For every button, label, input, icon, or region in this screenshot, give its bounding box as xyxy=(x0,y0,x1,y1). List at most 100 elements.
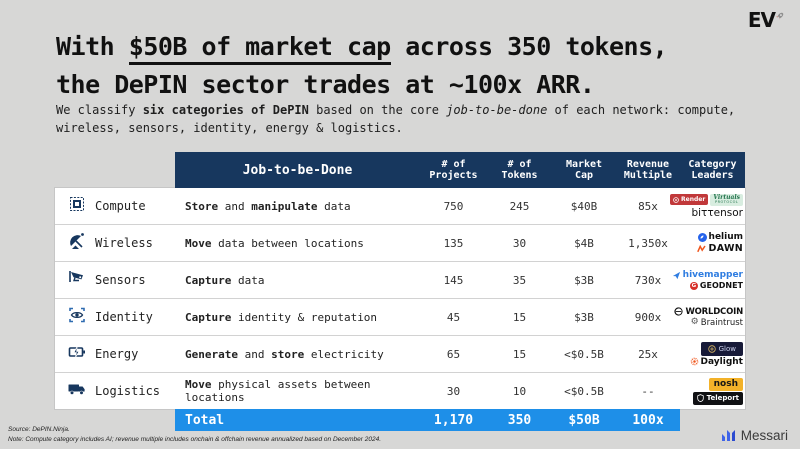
total-multiple: 100x xyxy=(632,412,664,428)
market-cap-value: <$0.5B xyxy=(564,384,604,398)
total-projects: 1,170 xyxy=(433,412,474,428)
tokens-count: 15 xyxy=(512,347,527,361)
market-cap-value: $40B xyxy=(570,199,598,213)
category-label: Sensors xyxy=(95,273,146,287)
messari-logo-text: Messari xyxy=(740,428,788,443)
hivemapper-icon xyxy=(672,271,680,279)
revenue-multiple-value: -- xyxy=(641,384,655,398)
ev-logo-text: EV xyxy=(747,8,776,32)
job-description: Store and manipulate data xyxy=(185,199,351,213)
category-label: Compute xyxy=(95,199,146,213)
category-leaders-cell: nosh Teleport xyxy=(680,377,745,405)
cpu-icon xyxy=(67,194,87,218)
title-part: across 350 tokens, xyxy=(390,32,668,61)
render-logo: Render xyxy=(670,194,709,205)
category-leaders-cell: Glow Daylight xyxy=(680,341,745,367)
revenue-multiple-value: 85x xyxy=(638,199,658,213)
table-row-compute: Compute Store and manipulate data 750 24… xyxy=(55,188,745,225)
table-row-sensors: Sensors Capture data 145 35 $3B 730x hiv… xyxy=(55,262,745,299)
category-leaders-cell: Render Virtuals PROTOCOL biττensor xyxy=(670,193,745,219)
braintrust-logo: ⚙ Braintrust xyxy=(690,317,743,328)
daylight-logo: Daylight xyxy=(690,357,743,367)
job-description: Move data between locations xyxy=(185,236,364,250)
cctv-camera-icon xyxy=(67,268,87,292)
col-header-job: Job-to-be-Done xyxy=(242,162,353,178)
category-leaders-cell: hivemapper G GEODNET xyxy=(672,270,745,290)
subtitle-part: of each network: compute, wireless, sens… xyxy=(56,103,736,135)
depin-categories-table: Job-to-be-Done # of Projects # of Tokens… xyxy=(55,152,745,431)
table-row-logistics: Logistics Move physical assets between l… xyxy=(55,373,745,409)
category-leaders-cell: helium DAWN xyxy=(680,232,745,254)
eye-scan-icon xyxy=(67,305,87,329)
market-cap-value: $3B xyxy=(574,310,594,324)
subtitle-part: We classify xyxy=(56,103,143,117)
truck-icon xyxy=(67,379,87,403)
teleport-shield-icon xyxy=(696,394,704,402)
helium-logo: helium xyxy=(697,232,743,242)
job-description: Capture identity & reputation xyxy=(185,310,378,324)
table-body: Compute Store and manipulate data 750 24… xyxy=(55,188,745,409)
dawn-icon xyxy=(696,244,706,252)
geodnet-icon: G xyxy=(689,281,698,290)
header-spacer xyxy=(55,152,175,188)
footnote-source: Source: DePIN.Ninja. xyxy=(8,425,70,433)
braintrust-icon: ⚙ xyxy=(690,317,699,327)
category-label: Energy xyxy=(95,347,139,361)
col-header-market-cap: Market Cap xyxy=(565,159,603,181)
job-description: Capture data xyxy=(185,273,265,287)
teleport-logo: Teleport xyxy=(692,391,743,405)
rocket-icon xyxy=(775,6,784,25)
tokens-count: 35 xyxy=(512,273,527,287)
table-row-energy: Energy Generate and store electricity 65… xyxy=(55,336,745,373)
job-description: Move physical assets between locations xyxy=(185,378,371,404)
category-label: Wireless xyxy=(95,236,153,250)
category-leaders-cell: WORLDCOIN ⚙ Braintrust xyxy=(674,307,745,328)
revenue-multiple-value: 25x xyxy=(638,347,658,361)
glow-logo: Glow xyxy=(700,341,743,356)
tokens-count: 10 xyxy=(512,384,527,398)
tokens-count: 245 xyxy=(509,199,530,213)
footnote-note: Note: Compute category includes AI; reve… xyxy=(8,435,382,443)
market-cap-value: $3B xyxy=(574,273,594,287)
satellite-dish-icon xyxy=(67,231,87,255)
geodnet-logo: G GEODNET xyxy=(689,281,743,290)
col-header-projects: # of Projects xyxy=(429,159,478,181)
projects-count: 65 xyxy=(446,347,461,361)
subtitle-italic-part: job-to-be-done xyxy=(446,103,548,117)
total-tokens: 350 xyxy=(507,412,532,428)
tokens-count: 15 xyxy=(512,310,527,324)
category-label: Identity xyxy=(95,310,153,324)
projects-count: 45 xyxy=(446,310,461,324)
revenue-multiple-value: 730x xyxy=(634,273,662,287)
col-header-tokens: # of Tokens xyxy=(501,159,538,181)
nosh-logo: nosh xyxy=(708,377,743,391)
job-description: Generate and store electricity xyxy=(185,347,384,361)
table-row-identity: Identity Capture identity & reputation 4… xyxy=(55,299,745,336)
dawn-logo: DAWN xyxy=(696,243,743,254)
projects-count: 135 xyxy=(443,236,464,250)
hivemapper-logo: hivemapper xyxy=(672,270,743,280)
tokens-count: 30 xyxy=(512,236,527,250)
total-market-cap: $50B xyxy=(568,412,600,428)
title-underlined-part: $50B of market cap xyxy=(128,32,391,65)
footnote: Source: DePIN.Ninja. Note: Compute categ… xyxy=(8,425,381,445)
projects-count: 750 xyxy=(443,199,464,213)
table-header-row: Job-to-be-Done # of Projects # of Tokens… xyxy=(55,152,745,188)
title-part: With xyxy=(56,32,129,61)
projects-count: 145 xyxy=(443,273,464,287)
ev-logo: EV xyxy=(748,8,784,32)
market-cap-value: $4B xyxy=(574,236,594,250)
subtitle: We classify six categories of DePIN base… xyxy=(56,101,736,137)
worldcoin-logo: WORLDCOIN xyxy=(674,307,743,317)
subtitle-bold-part: six categories of DePIN xyxy=(142,103,309,117)
helium-icon xyxy=(697,232,707,242)
market-cap-value: <$0.5B xyxy=(564,347,604,361)
table-row-wireless: Wireless Move data between locations 135… xyxy=(55,225,745,262)
title-line2: the DePIN sector trades at ~100x ARR. xyxy=(56,70,595,99)
total-label: Total xyxy=(185,412,225,428)
battery-bolt-icon xyxy=(67,342,87,366)
worldcoin-icon xyxy=(674,307,684,316)
revenue-multiple-value: 1,350x xyxy=(628,236,668,250)
category-label: Logistics xyxy=(95,384,161,398)
